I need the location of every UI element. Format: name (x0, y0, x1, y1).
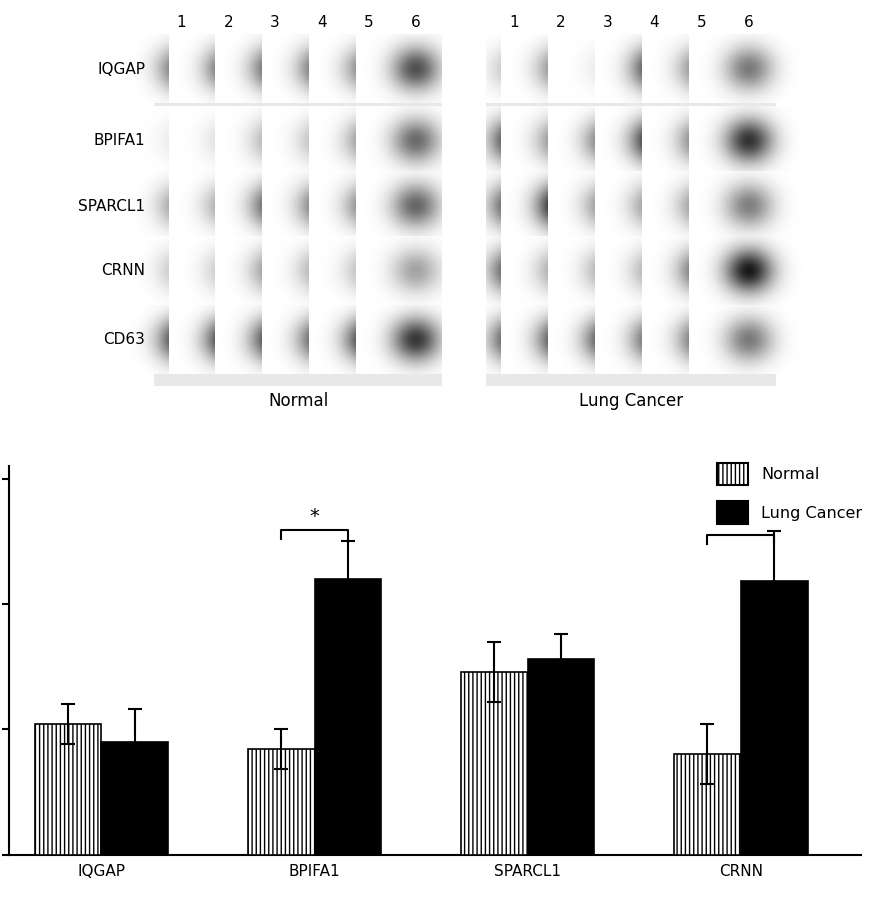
Text: 6: 6 (743, 15, 753, 29)
Bar (740, 582, 806, 855)
Bar (315, 579, 381, 855)
Text: *: * (735, 512, 745, 531)
Text: 2: 2 (223, 15, 233, 29)
Bar (154, 35, 443, 386)
Text: 5: 5 (364, 15, 374, 29)
Text: 2: 2 (555, 15, 565, 29)
Text: *: * (309, 507, 319, 527)
Bar (102, 742, 168, 855)
Bar (527, 659, 594, 855)
Text: CRNN: CRNN (101, 263, 145, 278)
Text: 3: 3 (602, 15, 612, 29)
Text: IQGAP: IQGAP (97, 62, 145, 77)
Text: CD63: CD63 (103, 333, 145, 347)
Text: 4: 4 (649, 15, 659, 29)
Text: 1: 1 (176, 15, 186, 29)
Text: 6: 6 (410, 15, 421, 29)
Bar (35, 724, 102, 855)
Text: Lung Cancer: Lung Cancer (579, 392, 682, 410)
Bar (461, 672, 527, 855)
Text: 4: 4 (317, 15, 327, 29)
Bar (673, 754, 740, 855)
Text: Normal: Normal (269, 392, 328, 410)
Text: 1: 1 (508, 15, 518, 29)
Text: SPARCL1: SPARCL1 (78, 199, 145, 213)
Legend: Normal, Lung Cancer: Normal, Lung Cancer (707, 455, 869, 532)
Bar (248, 749, 315, 855)
Text: BPIFA1: BPIFA1 (93, 133, 145, 148)
Bar (441, 27, 486, 393)
Bar (486, 35, 775, 386)
Text: 5: 5 (696, 15, 706, 29)
Text: 3: 3 (270, 15, 280, 29)
